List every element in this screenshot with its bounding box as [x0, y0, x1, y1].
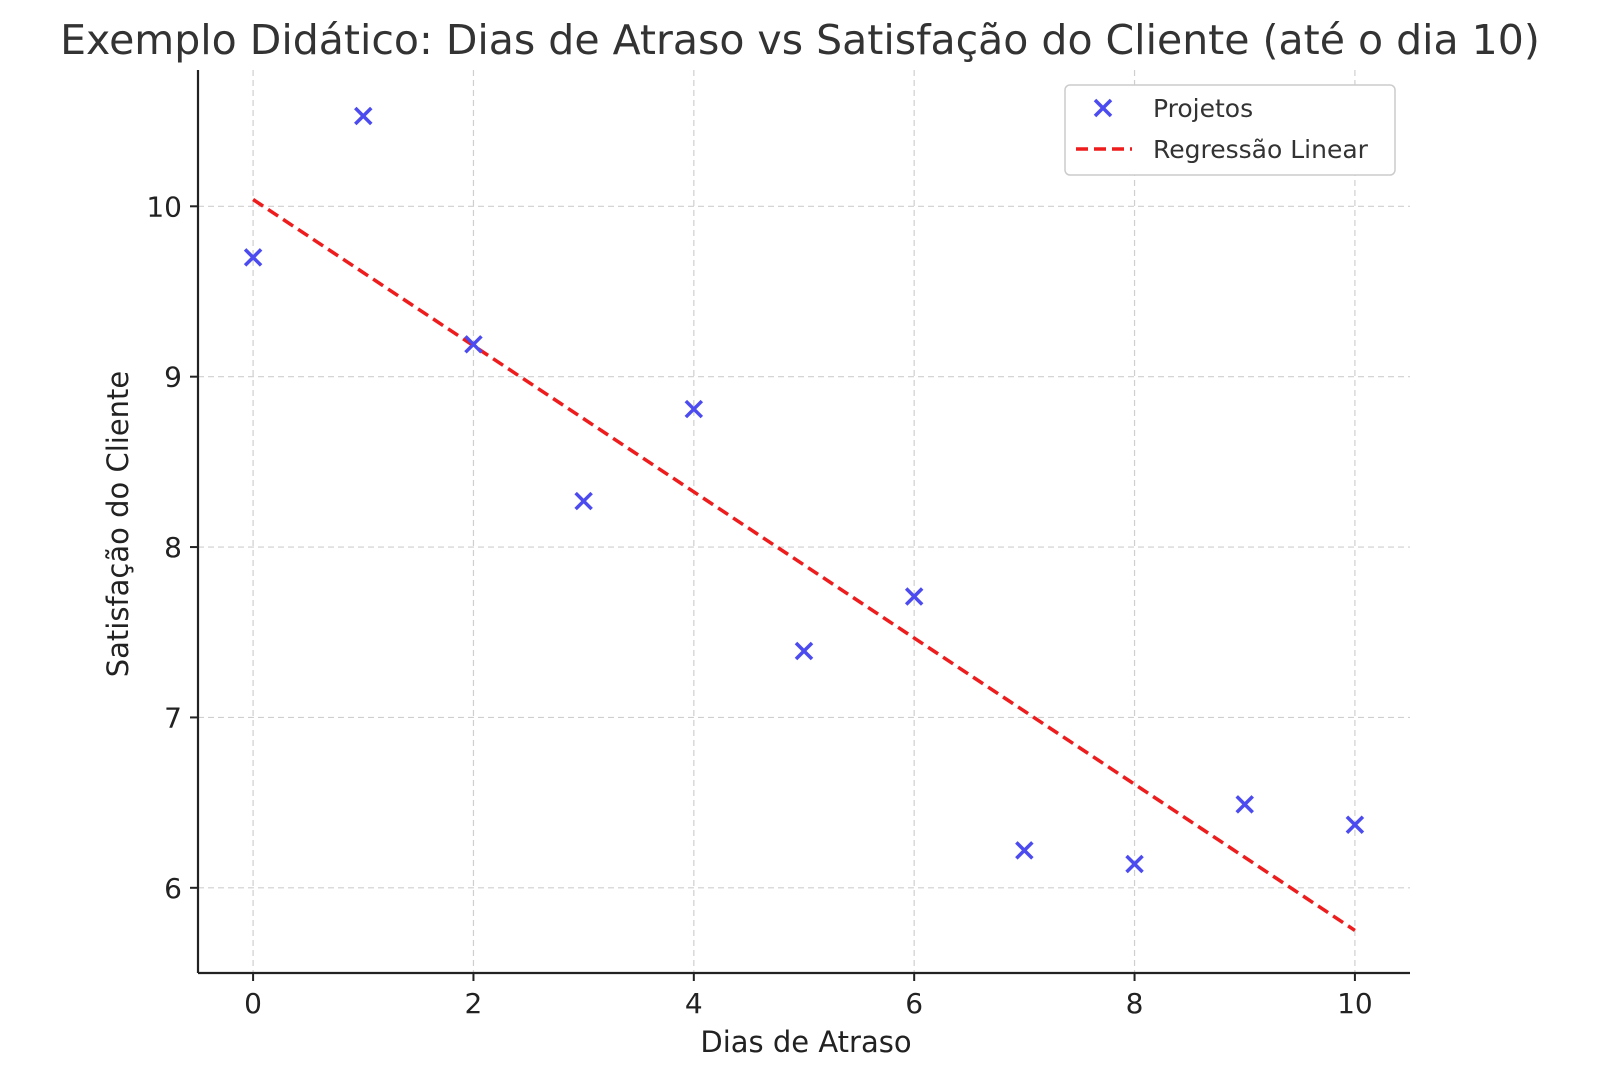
regression-line-layer — [252, 198, 1356, 932]
legend-marker-projetos — [1093, 98, 1113, 118]
legend-x-marker — [1093, 98, 1113, 118]
x-axis-label: Dias de Atraso — [700, 1025, 911, 1059]
data-point — [904, 587, 924, 606]
data-point — [794, 641, 814, 661]
y-tick-label: 8 — [164, 531, 182, 564]
data-point — [574, 491, 593, 511]
x-tick-label: 0 — [244, 987, 262, 1020]
data-point — [1345, 815, 1365, 835]
legend-label-projetos: Projetos — [1153, 94, 1253, 123]
data-point — [1235, 795, 1254, 814]
y-tick-label: 10 — [146, 190, 182, 223]
x-tick-label: 4 — [685, 987, 703, 1020]
data-point — [684, 399, 704, 419]
legend: Projetos Regressão Linear — [1064, 84, 1396, 176]
y-tick-label: 7 — [164, 701, 182, 734]
data-point — [354, 106, 373, 126]
data-point — [464, 335, 483, 354]
y-tick-label: 6 — [164, 872, 182, 905]
regression-line — [252, 198, 1356, 932]
x-tick-label: 6 — [905, 987, 923, 1020]
scatter-points — [243, 106, 1365, 874]
y-axis-label: Satisfação do Cliente — [101, 371, 135, 678]
grid — [198, 70, 1410, 973]
data-point — [1015, 841, 1034, 860]
data-point — [243, 248, 263, 267]
legend-label-regression: Regressão Linear — [1153, 135, 1369, 164]
x-tick-label: 10 — [1337, 987, 1373, 1020]
x-tick-label: 8 — [1126, 987, 1144, 1020]
y-tick-label: 9 — [164, 361, 182, 394]
chart-title: Exemplo Didático: Dias de Atraso vs Sati… — [60, 16, 1540, 64]
x-tick-label: 2 — [465, 987, 483, 1020]
legend-box — [1064, 84, 1396, 176]
axes: 0 2 4 6 8 10 6 7 8 9 10 — [146, 70, 1410, 1020]
data-point — [1125, 854, 1144, 874]
